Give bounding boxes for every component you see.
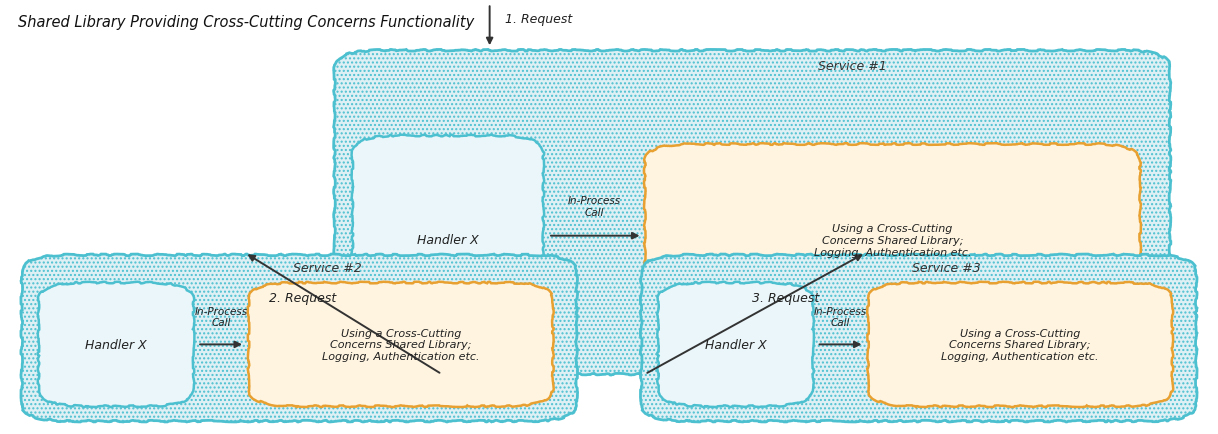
FancyBboxPatch shape <box>352 136 543 345</box>
Text: In-Process
Call: In-Process Call <box>195 306 247 328</box>
Text: Handler X: Handler X <box>85 338 147 351</box>
Text: In-Process
Call: In-Process Call <box>568 195 621 217</box>
Text: Service #3: Service #3 <box>912 262 980 275</box>
FancyBboxPatch shape <box>248 283 553 406</box>
FancyBboxPatch shape <box>868 283 1173 406</box>
FancyBboxPatch shape <box>641 255 1196 421</box>
FancyBboxPatch shape <box>658 283 814 406</box>
FancyBboxPatch shape <box>644 145 1140 336</box>
Text: Handler X: Handler X <box>705 338 766 351</box>
Text: 3. Request: 3. Request <box>753 291 820 304</box>
FancyBboxPatch shape <box>22 255 577 421</box>
Text: Using a Cross-Cutting
Concerns Shared Library;
Logging, Authentication etc.: Using a Cross-Cutting Concerns Shared Li… <box>814 224 971 257</box>
Text: In-Process
Call: In-Process Call <box>814 306 867 328</box>
Text: Handler X: Handler X <box>417 234 479 247</box>
Text: Service #2: Service #2 <box>292 262 362 275</box>
Text: Shared Library Providing Cross-Cutting Concerns Functionality: Shared Library Providing Cross-Cutting C… <box>18 15 474 30</box>
Text: 1. Request: 1. Request <box>505 13 572 26</box>
Text: Using a Cross-Cutting
Concerns Shared Library;
Logging, Authentication etc.: Using a Cross-Cutting Concerns Shared Li… <box>322 328 480 361</box>
FancyBboxPatch shape <box>39 283 194 406</box>
Text: Service #1: Service #1 <box>818 59 887 72</box>
FancyBboxPatch shape <box>335 51 1170 375</box>
Text: 2. Request: 2. Request <box>269 291 336 304</box>
Text: Using a Cross-Cutting
Concerns Shared Library;
Logging, Authentication etc.: Using a Cross-Cutting Concerns Shared Li… <box>942 328 1099 361</box>
